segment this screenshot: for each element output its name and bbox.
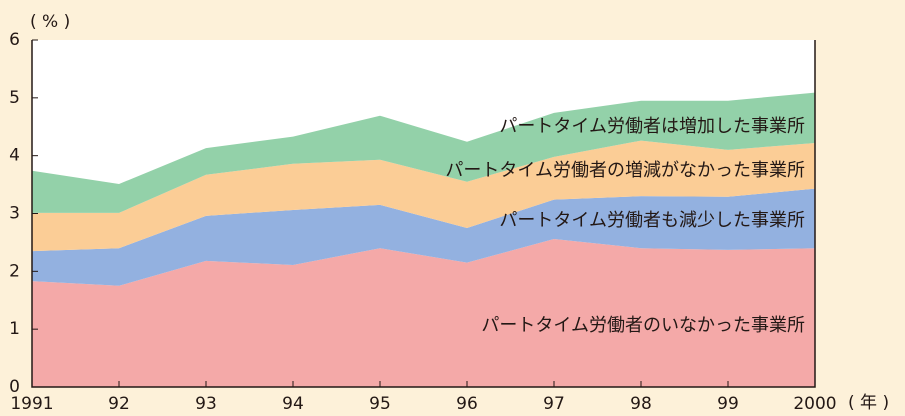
x-tick-label: 95: [369, 394, 391, 414]
area: [32, 92, 815, 213]
x-tick-label: 96: [456, 394, 478, 414]
y-tick-label: 1: [9, 319, 20, 339]
x-axis-label: ( 年 ): [848, 393, 889, 413]
x-tick-label: 99: [717, 394, 739, 414]
x-tick-label: 94: [282, 394, 304, 414]
y-tick-label: 4: [9, 146, 20, 166]
area: [32, 238, 815, 387]
y-tick-label: 0: [9, 377, 20, 397]
x-tick-label: 98: [630, 394, 652, 414]
series-label: パートタイム労働者のいなかった事業所: [481, 315, 805, 336]
y-axis-label: ( % ): [30, 12, 70, 32]
axis-frame: [31, 40, 816, 388]
x-tick-label: 1991: [10, 394, 53, 414]
series-label: パートタイム労働者は増加した事業所: [499, 116, 805, 137]
y-tick-label: 5: [9, 88, 20, 108]
series-label: パートタイム労働者も減少した事業所: [499, 210, 805, 231]
x-tick-label: 93: [195, 394, 217, 414]
x-tick-label: 97: [543, 394, 565, 414]
series-label: パートタイム労働者の増減がなかった事業所: [445, 160, 805, 181]
area: [32, 188, 815, 286]
y-tick-label: 3: [9, 204, 20, 224]
y-tick-label: 2: [9, 261, 20, 281]
x-tick-label: 2000: [793, 394, 836, 414]
area: [32, 140, 815, 252]
y-tick-label: 6: [9, 30, 20, 50]
x-tick-label: 92: [108, 394, 130, 414]
